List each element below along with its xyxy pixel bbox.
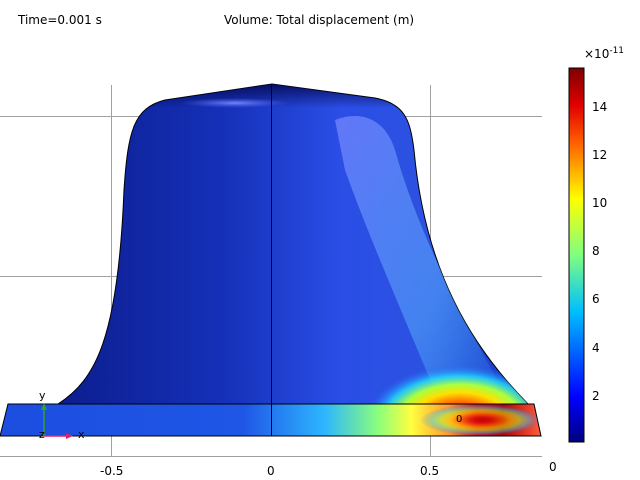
triad-y-label: y: [39, 389, 46, 402]
colorbar: [568, 67, 585, 443]
triad-x-label: x: [78, 428, 85, 441]
colorbar-tick-label: 10: [592, 196, 608, 210]
triad-z-label: z: [39, 428, 45, 441]
colorbar-tick-label: 2: [592, 389, 600, 403]
x-tick-label: 0.5: [420, 464, 440, 478]
colorbar-tick-label: 6: [592, 292, 600, 306]
axis-triad: [41, 403, 73, 439]
base-plate[interactable]: [0, 403, 542, 437]
colorbar-multiplier: ×10-11: [584, 46, 625, 61]
plot-title: Volume: Total displacement (m): [224, 13, 415, 27]
colorbar-tick-label: 12: [592, 148, 608, 162]
colorbar-tick-label: 4: [592, 341, 600, 355]
axis-corner-label: 0: [549, 460, 557, 474]
colorbar-tick-label: 8: [592, 244, 600, 258]
x-tick-label: -0.5: [100, 464, 124, 478]
colorbar-tick-label: 14: [592, 100, 608, 114]
point-annotation: 0: [456, 414, 463, 425]
time-label: Time=0.001 s: [18, 13, 102, 27]
x-tick-label: 0: [267, 464, 275, 478]
